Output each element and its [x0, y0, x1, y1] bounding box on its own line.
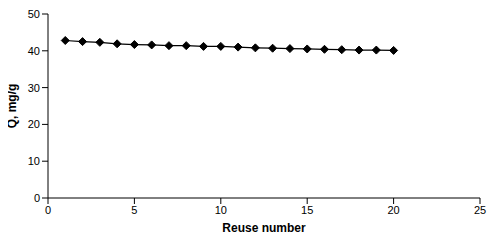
svg-text:25: 25 [474, 204, 486, 216]
svg-text:15: 15 [301, 204, 313, 216]
svg-text:5: 5 [131, 204, 137, 216]
svg-text:20: 20 [387, 204, 399, 216]
svg-text:Reuse number: Reuse number [222, 221, 306, 234]
svg-text:30: 30 [28, 82, 40, 94]
svg-text:20: 20 [28, 118, 40, 130]
svg-text:Q, mg/g: Q, mg/g [8, 84, 19, 129]
svg-text:0: 0 [45, 204, 51, 216]
svg-text:0: 0 [34, 192, 40, 204]
svg-text:40: 40 [28, 45, 40, 57]
svg-text:50: 50 [28, 8, 40, 20]
svg-text:10: 10 [28, 155, 40, 167]
svg-text:10: 10 [215, 204, 227, 216]
